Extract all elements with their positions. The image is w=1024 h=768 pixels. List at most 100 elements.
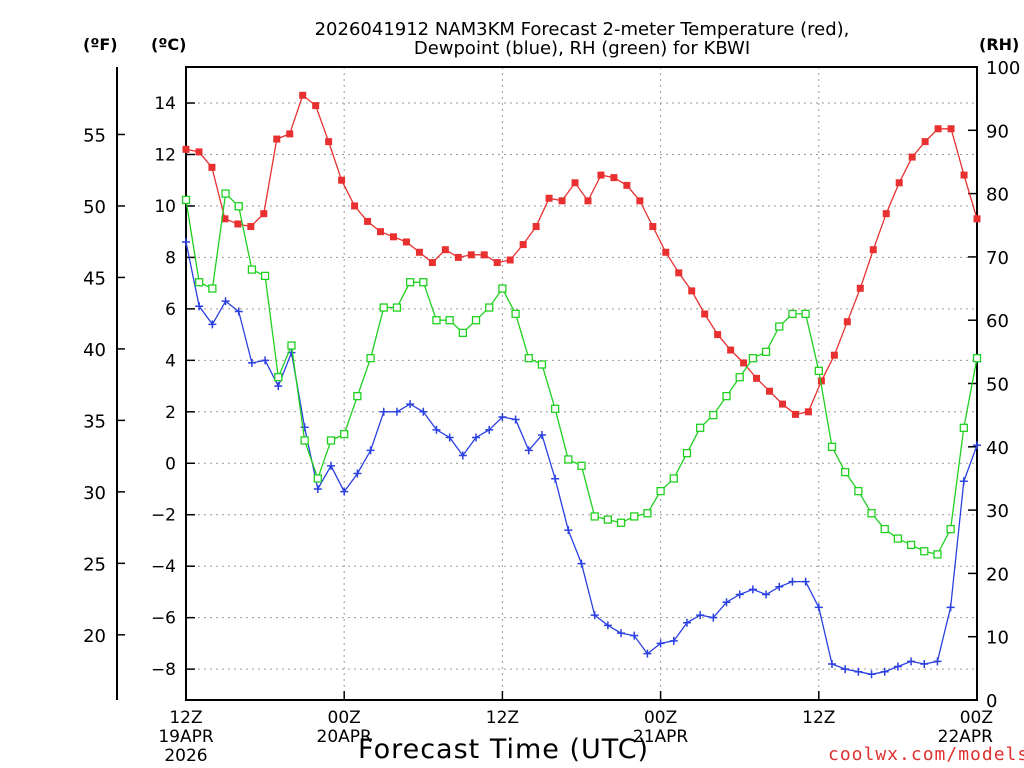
- temperature-point-41: [714, 331, 722, 339]
- temperature-point-24: [493, 259, 501, 267]
- rh-point-38: [682, 448, 692, 458]
- fahrenheit-tick-label-5: 45: [83, 268, 106, 289]
- rh-point-3: [221, 189, 230, 198]
- rh-series-line: [185, 192, 978, 556]
- dewpoint-point-3: [221, 297, 230, 306]
- dewpoint-point-44: [762, 590, 771, 599]
- dewpoint-point-53: [880, 667, 889, 676]
- temperature-point-61: [973, 215, 981, 223]
- rh-point-58: [946, 524, 955, 534]
- rh-point-17: [405, 278, 415, 287]
- rh-point-46: [788, 309, 797, 319]
- dewpoint-point-2: [208, 320, 217, 329]
- rh-point-55: [906, 540, 916, 550]
- rh-point-48: [814, 366, 823, 375]
- dewpoint-point-41: [722, 598, 731, 607]
- rh-tick-label-1: 10: [986, 628, 1009, 649]
- temperature-point-28: [545, 194, 553, 202]
- rh-point-31: [590, 512, 599, 521]
- temperature-point-23: [480, 251, 488, 259]
- temperature-point-32: [597, 171, 605, 179]
- time-tick-label-0: 12Z: [169, 708, 202, 728]
- rh-point-16: [392, 303, 402, 312]
- temperature-point-46: [778, 400, 786, 408]
- dewpoint-point-33: [617, 629, 626, 638]
- rh-point-14: [366, 354, 375, 363]
- temperature-point-51: [843, 318, 851, 326]
- dewpoint-point-49: [827, 659, 836, 668]
- dewpoint-point-47: [801, 577, 810, 586]
- temperature-point-55: [895, 179, 903, 187]
- temperature-point-31: [584, 197, 592, 205]
- rh-point-33: [616, 518, 626, 527]
- celsius-tick-label-9: 10: [154, 197, 176, 217]
- celsius-tick-label-3: −2: [151, 506, 176, 526]
- plot-frame: [185, 66, 978, 701]
- temperature-point-42: [727, 346, 735, 354]
- dewpoint-point-37: [669, 636, 678, 645]
- temperature-point-58: [934, 125, 942, 133]
- temperature-point-3: [221, 215, 229, 223]
- dewpoint-point-36: [656, 639, 665, 648]
- temperature-point-50: [830, 351, 838, 359]
- temperature-point-33: [610, 174, 618, 182]
- dewpoint-point-0: [182, 237, 190, 246]
- rh-point-30: [577, 461, 586, 470]
- dewpoint-point-15: [379, 407, 388, 416]
- rh-point-10: [313, 474, 322, 483]
- rh-tick-label-3: 30: [986, 501, 1009, 522]
- rh-point-21: [458, 328, 468, 338]
- dewpoint-point-55: [907, 657, 916, 666]
- dewpoint-point-30: [577, 559, 586, 568]
- rh-point-32: [603, 515, 613, 524]
- rh-tick-label-8: 80: [986, 185, 1009, 206]
- dewpoint-point-40: [709, 613, 718, 622]
- dewpoint-point-58: [946, 603, 955, 612]
- dewpoint-point-25: [511, 415, 520, 424]
- rh-point-39: [696, 423, 705, 432]
- rh-point-36: [656, 486, 665, 496]
- temperature-point-17: [402, 238, 410, 246]
- rh-point-41: [722, 392, 731, 401]
- rh-point-44: [761, 347, 771, 357]
- temperature-point-45: [766, 387, 774, 395]
- dewpoint-point-42: [735, 590, 744, 599]
- time-date-label-5: 22APR: [938, 727, 994, 747]
- rh-point-5: [247, 265, 257, 274]
- rh-point-25: [511, 309, 520, 319]
- temperature-point-20: [441, 246, 449, 254]
- dewpoint-point-59: [959, 477, 968, 486]
- temperature-point-48: [804, 408, 812, 416]
- rh-tick-label-0: 0: [986, 691, 997, 712]
- dewpoint-point-10: [313, 485, 322, 493]
- chart-title-line-1: 2026041912 NAM3KM Forecast 2-meter Tempe…: [314, 19, 850, 40]
- time-date-label-0: 19APR: [158, 727, 214, 747]
- dewpoint-point-4: [234, 307, 243, 316]
- time-tick-label-4: 12Z: [802, 708, 835, 728]
- rh-tick-label-2: 20: [986, 564, 1009, 585]
- rh-point-52: [867, 509, 876, 518]
- dewpoint-point-52: [867, 670, 876, 679]
- rh-point-13: [353, 392, 362, 401]
- rh-point-27: [537, 360, 547, 369]
- rh-point-57: [933, 550, 942, 559]
- rh-point-24: [498, 284, 507, 293]
- rh-point-26: [524, 354, 533, 363]
- rh-point-56: [920, 547, 929, 556]
- temperature-point-35: [636, 197, 644, 205]
- temperature-point-21: [454, 253, 462, 261]
- dewpoint-point-48: [814, 603, 823, 612]
- temperature-point-40: [701, 310, 709, 318]
- temperature-point-12: [338, 176, 346, 184]
- rh-point-15: [379, 303, 388, 312]
- dewpoint-point-17: [406, 400, 415, 409]
- dewpoint-point-31: [590, 611, 599, 620]
- temperature-point-59: [947, 125, 955, 133]
- temperature-point-1: [195, 148, 203, 156]
- rh-point-11: [326, 436, 336, 445]
- celsius-tick-label-2: −4: [151, 557, 176, 577]
- temperature-point-29: [558, 197, 566, 205]
- celsius-tick-label-8: 8: [165, 248, 176, 268]
- temperature-point-22: [467, 251, 475, 259]
- rh-tick-label-6: 60: [986, 311, 1009, 332]
